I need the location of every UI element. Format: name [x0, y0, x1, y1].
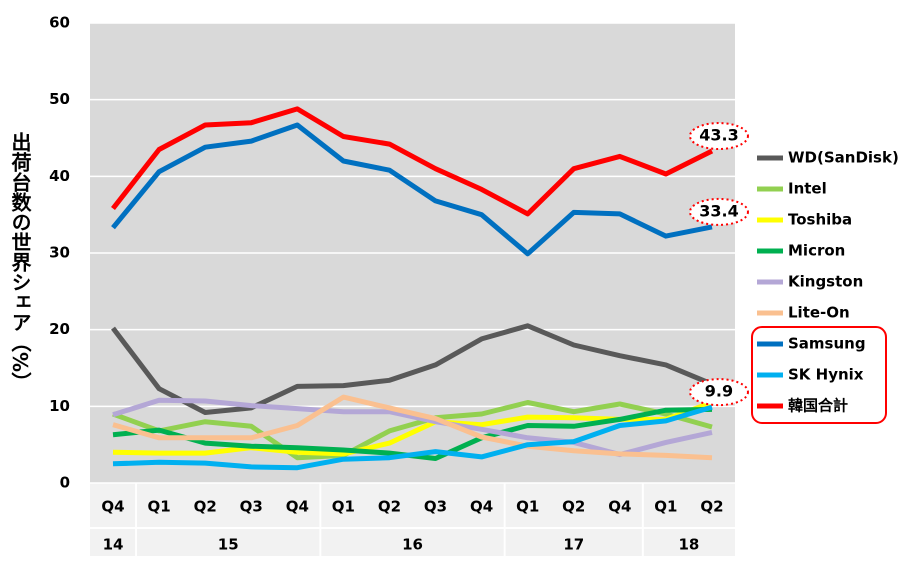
y-tick-label: 50 — [49, 90, 70, 108]
y-tick-label: 30 — [49, 244, 70, 262]
legend-highlight-box — [751, 326, 887, 424]
data-label: 9.9 — [705, 382, 733, 401]
legend-label: SK Hynix — [788, 366, 864, 384]
x-tick-label: Q4 — [286, 498, 309, 516]
x-group-label: 17 — [563, 536, 584, 554]
x-tick-label: Q4 — [608, 498, 631, 516]
legend-label: Intel — [788, 180, 827, 198]
x-group-label: 16 — [402, 536, 423, 554]
y-tick-label: 40 — [49, 167, 70, 185]
x-tick-label: Q1 — [332, 498, 355, 516]
legend-label: Kingston — [788, 273, 863, 291]
legend-label: Micron — [788, 242, 845, 260]
x-tick-label: Q2 — [700, 498, 723, 516]
series-line — [111, 122, 713, 257]
series-line — [112, 404, 713, 471]
legend-label: Toshiba — [788, 211, 852, 229]
x-tick-label: Q4 — [470, 498, 493, 516]
x-axis-area — [90, 483, 735, 556]
series-line — [111, 106, 714, 217]
x-tick-label: Q2 — [378, 498, 401, 516]
data-label: 43.3 — [699, 126, 738, 145]
series-line — [112, 394, 713, 461]
legend-label: Lite-On — [788, 304, 850, 322]
x-tick-label: Q4 — [101, 498, 124, 516]
y-tick-label: 60 — [49, 14, 70, 32]
x-tick-label: Q2 — [562, 498, 585, 516]
y-axis-label: 出荷台数の世界シェア（%） — [8, 132, 32, 392]
x-group-label: 14 — [103, 536, 124, 554]
x-tick-label: Q1 — [516, 498, 539, 516]
series-line — [111, 323, 713, 415]
x-tick-label: Q1 — [654, 498, 677, 516]
y-tick-label: 20 — [49, 320, 70, 338]
x-group-label: 15 — [218, 536, 239, 554]
x-tick-label: Q2 — [194, 498, 217, 516]
data-label-ring — [688, 378, 749, 407]
data-label-ring — [688, 197, 749, 226]
y-tick-label: 0 — [60, 474, 70, 492]
series-line — [112, 400, 713, 461]
legend-label: Samsung — [788, 335, 866, 353]
x-group-label: 18 — [678, 536, 699, 554]
x-tick-label: Q3 — [424, 498, 447, 516]
data-label-ring — [688, 122, 749, 151]
x-tick-label: Q3 — [240, 498, 263, 516]
x-tick-label: Q1 — [148, 498, 171, 516]
legend-label: 韓国合計 — [788, 397, 848, 415]
y-tick-label: 10 — [49, 397, 70, 415]
legend-label: WD(SanDisk) — [788, 149, 899, 167]
data-label: 33.4 — [699, 201, 738, 220]
